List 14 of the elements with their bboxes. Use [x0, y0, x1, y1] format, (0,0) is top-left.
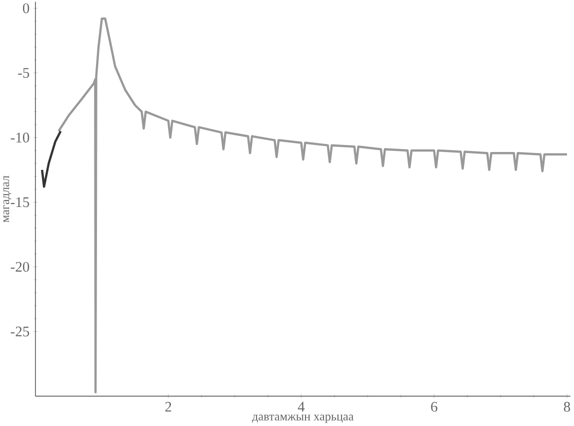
y-tick-label: -15 [10, 197, 30, 207]
y-tick-label: -25 [10, 326, 30, 336]
x-tick-label: 6 [431, 402, 438, 412]
y-tick-label: -10 [10, 132, 30, 142]
line-series [40, 130, 62, 188]
line-series [58, 17, 568, 394]
x-tick-label: 8 [564, 402, 570, 412]
x-axis-title: давтамжын харьцаа [252, 414, 354, 423]
y-tick-label: -20 [10, 262, 30, 272]
y-tick-label: -5 [18, 68, 30, 78]
y-axis-title: магадлал [3, 176, 12, 222]
x-tick-label: 4 [298, 402, 305, 412]
x-tick-label: 2 [165, 402, 172, 412]
y-tick-label: 0 [22, 3, 30, 14]
